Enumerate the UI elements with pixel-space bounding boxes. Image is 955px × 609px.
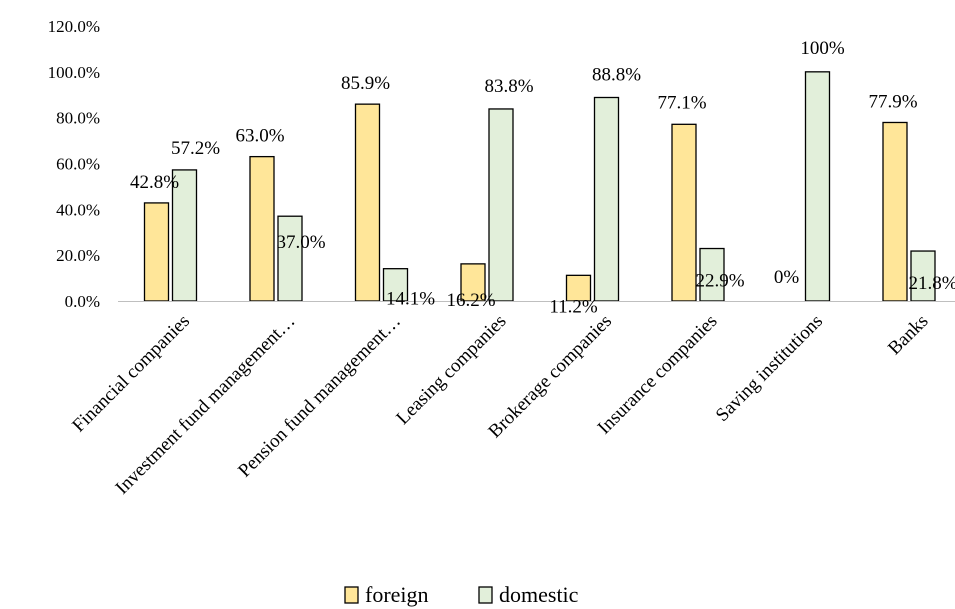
category-label: Financial companies [68,311,194,437]
data-label-domestic: 57.2% [171,138,220,159]
category-label: Saving institutions [712,311,827,426]
bars [143,71,936,302]
data-label-domestic: 37.0% [276,232,325,253]
legend: foreign domestic [344,582,579,607]
data-label-foreign: 16.2% [446,290,495,311]
category-label: Investment fund management… [112,311,300,499]
data-label-foreign: 85.9% [341,73,390,94]
data-label-domestic: 100% [800,38,845,59]
y-tick-label: 100.0% [48,63,100,82]
y-axis-ticks: 0.0% 20.0% 40.0% 60.0% 80.0% 100.0% 120.0% [48,17,100,311]
data-label-domestic: 22.9% [695,271,744,292]
data-label-foreign: 77.1% [657,92,706,113]
y-tick-label: 0.0% [65,292,100,311]
y-tick-label: 120.0% [48,17,100,36]
data-label-domestic: 88.8% [592,65,641,86]
category-label: Banks [884,311,932,359]
data-label-domestic: 21.8% [908,273,955,294]
y-tick-label: 20.0% [56,246,100,265]
bar-domestic [910,250,936,302]
bar-foreign [354,103,381,302]
legend-swatch-domestic [478,586,493,604]
legend-label-foreign: foreign [365,582,429,607]
bar-domestic [804,71,831,302]
bar-domestic [277,215,303,302]
data-label-foreign: 0% [774,267,800,288]
y-tick-label: 80.0% [56,109,100,128]
y-tick-label: 40.0% [56,200,100,219]
data-label-domestic: 14.1% [386,289,435,310]
data-label-foreign: 77.9% [868,91,917,112]
y-tick-label: 60.0% [56,155,100,174]
data-labels: 42.8% 63.0% 85.9% 16.2% 11.2% 77.1% 0% 77.9% 57.… [130,38,955,318]
data-label-foreign: 63.0% [235,126,284,147]
category-label: Insurance companies [594,311,722,439]
bar-foreign [882,121,908,302]
bar-domestic [593,96,620,302]
bar-domestic [382,268,409,302]
bar-foreign [671,123,697,302]
bar-foreign [143,202,170,302]
legend-label-domestic: domestic [499,582,579,607]
data-label-foreign: 42.8% [130,172,179,193]
bar-foreign [249,155,275,302]
bar-domestic [488,108,514,302]
category-label: Leasing companies [392,311,510,429]
legend-swatch-foreign [344,586,359,604]
data-label-foreign: 11.2% [549,296,598,317]
data-label-domestic: 83.8% [484,76,533,97]
